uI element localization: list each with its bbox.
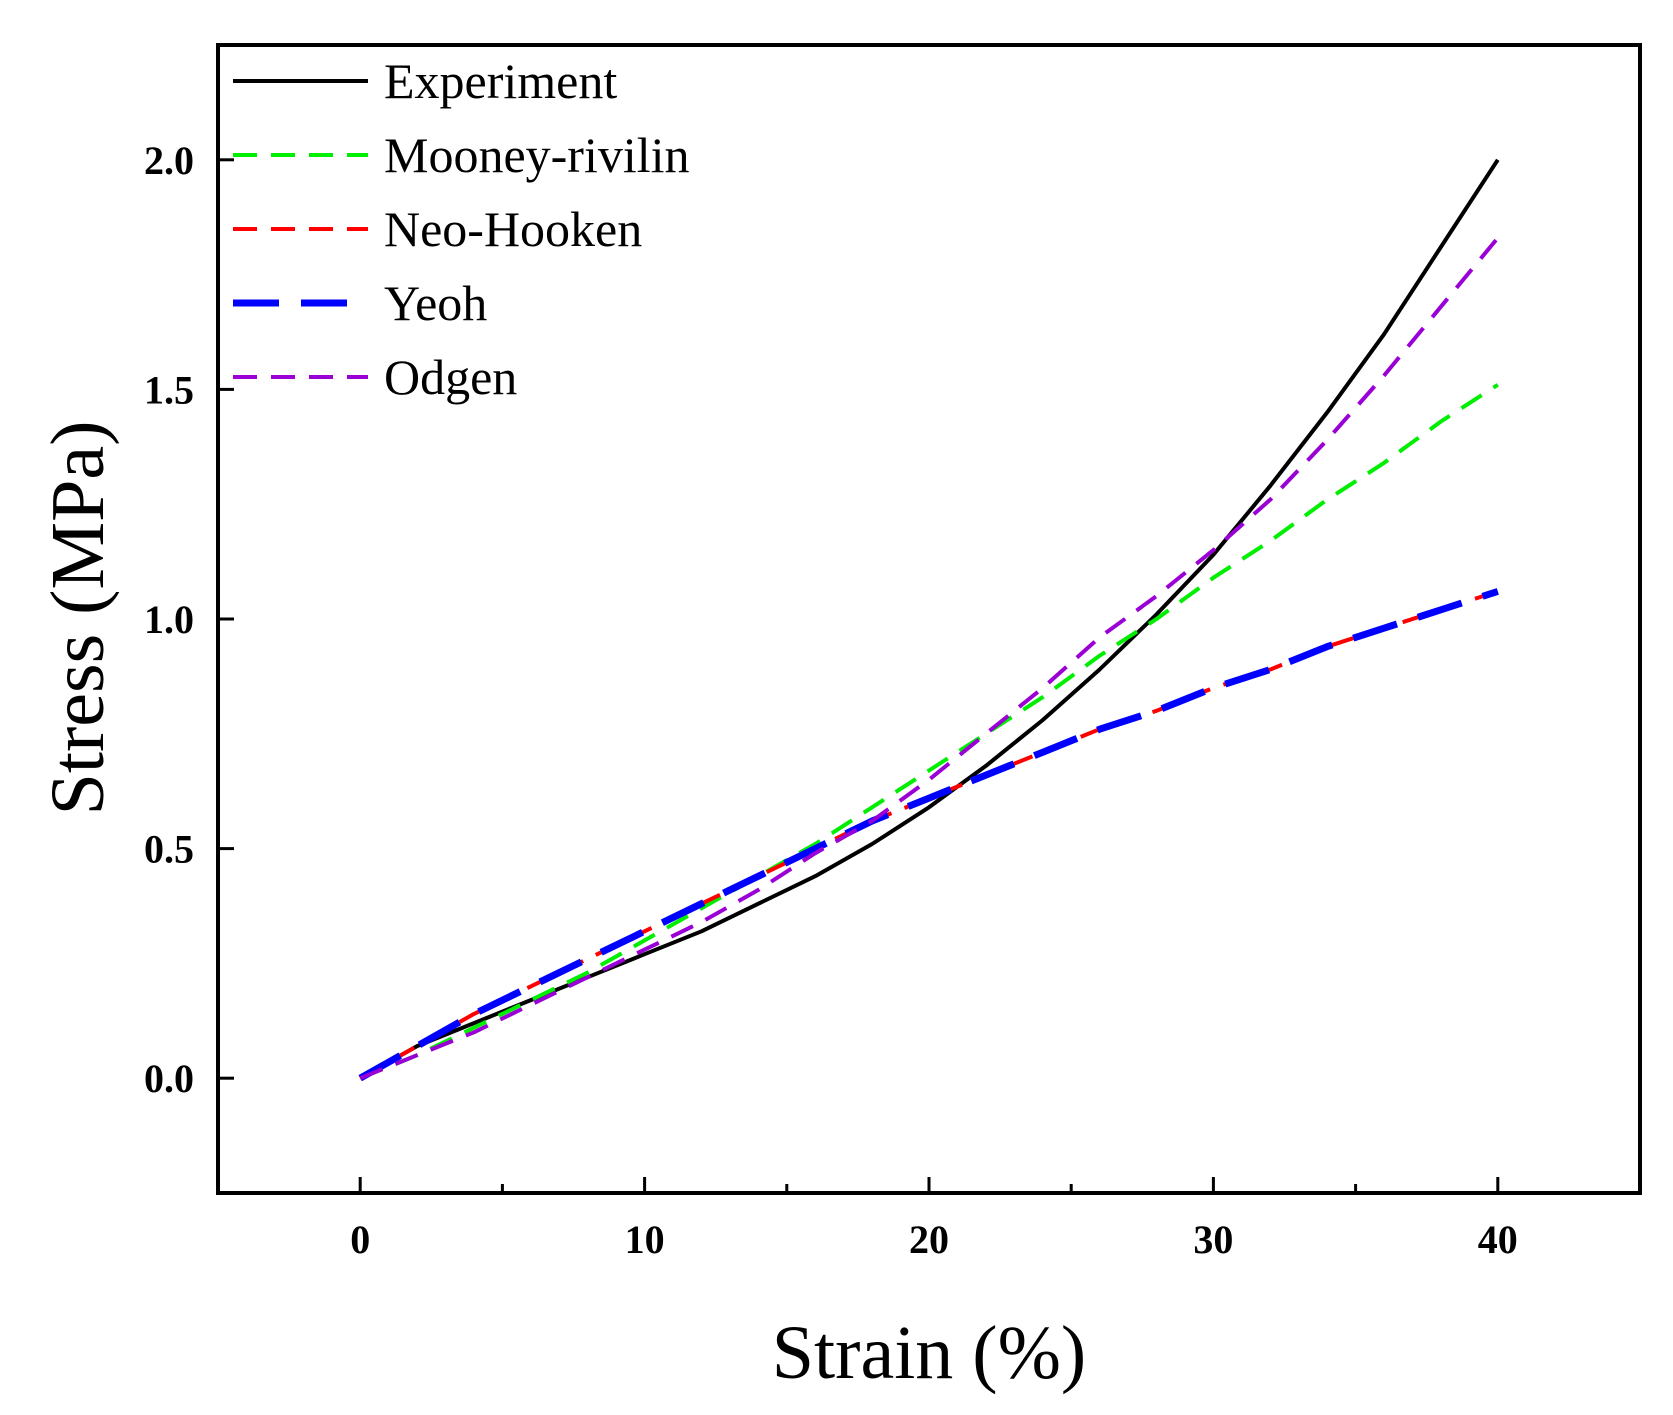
series-line-odgen [359,236,1500,1081]
series-line-mooney-rivilin [359,383,1499,1081]
x-axis-title: Strain (%) [772,1311,1086,1395]
x-tick-label: 10 [625,1217,665,1262]
x-tick-label: 30 [1193,1217,1233,1262]
y-tick-label: 0.0 [144,1056,194,1101]
series-lines [358,158,1500,1082]
y-tick-label: 2.0 [144,138,194,183]
legend-label-mooney-rivilin: Mooney-rivilin [384,127,690,183]
x-tick-label: 40 [1478,1217,1518,1262]
series-line-yeoh [358,588,1499,1082]
x-tick-label: 0 [350,1217,370,1262]
x-tick-label: 20 [909,1217,949,1262]
legend-label-yeoh: Yeoh [384,275,487,331]
y-tick-label: 0.5 [144,827,194,872]
axis-ticks: 0 10 20 30 40 0.0 0.5 1.0 1.5 2.0 [144,138,1518,1262]
y-tick-label: 1.0 [144,597,194,642]
legend-label-experiment: Experiment [384,53,617,109]
y-axis-title: Stress (MPa) [36,421,120,816]
legend-label-odgen: Odgen [384,349,517,405]
y-tick-label: 1.5 [144,367,194,412]
legend-label-neo-hooken: Neo-Hooken [384,201,642,257]
legend: Experiment Mooney-rivilin Neo-Hooken Yeoh Od… [233,53,690,405]
